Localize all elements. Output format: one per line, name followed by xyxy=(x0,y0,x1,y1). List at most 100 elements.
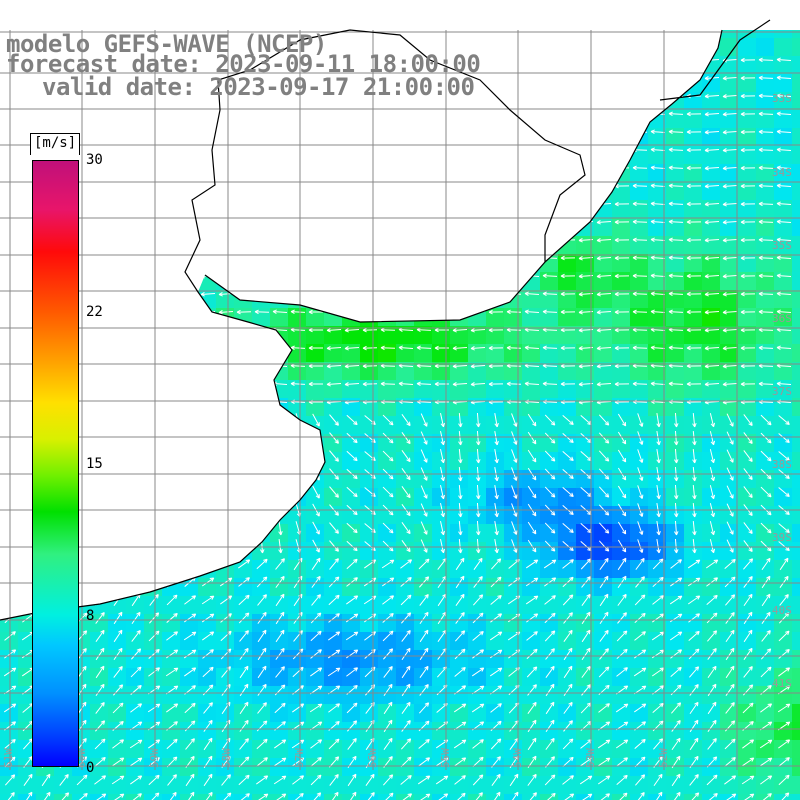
wind-arrow xyxy=(41,773,51,787)
wind-arrow xyxy=(542,183,558,189)
wind-arrow xyxy=(452,111,468,117)
wind-arrow xyxy=(380,147,396,153)
wind-arrow xyxy=(581,576,591,588)
wind-arrow xyxy=(778,487,790,497)
latitude-label: 34S xyxy=(772,166,792,179)
wind-arrow xyxy=(470,220,486,225)
wind-arrow xyxy=(434,111,450,117)
wind-arrow xyxy=(401,522,411,535)
wind-arrow xyxy=(185,791,195,800)
wind-arrow xyxy=(164,201,180,207)
wind-arrow xyxy=(722,292,738,297)
wind-arrow xyxy=(435,775,449,785)
wind-arrow xyxy=(617,539,627,553)
wind-arrow xyxy=(308,129,324,135)
wind-arrow xyxy=(272,219,288,224)
wind-arrow xyxy=(260,448,265,464)
wind-arrow xyxy=(362,183,378,189)
wind-arrow xyxy=(129,739,143,749)
wind-arrow xyxy=(470,346,486,351)
wind-arrow xyxy=(146,219,162,224)
wind-arrow xyxy=(182,237,198,243)
wind-arrow xyxy=(596,58,612,63)
wind-arrow xyxy=(329,522,339,534)
wind-arrow xyxy=(130,703,143,713)
wind-arrow xyxy=(650,291,666,296)
wind-arrow xyxy=(380,237,396,243)
wind-arrow xyxy=(419,684,429,696)
wind-arrow xyxy=(632,93,648,99)
wind-arrow xyxy=(563,683,573,697)
wind-arrow xyxy=(310,630,322,642)
wind-arrow xyxy=(704,273,720,279)
wind-arrow xyxy=(344,292,360,297)
wind-arrow xyxy=(506,273,522,279)
wind-arrow xyxy=(329,791,339,800)
wind-arrow xyxy=(236,345,252,351)
wind-arrow xyxy=(200,237,216,243)
wind-arrow xyxy=(146,345,162,350)
wind-arrow xyxy=(218,202,234,207)
wind-arrow xyxy=(20,399,36,404)
wind-arrow xyxy=(452,201,468,207)
wind-arrow xyxy=(344,328,360,333)
wind-arrow xyxy=(722,112,738,117)
wind-arrow xyxy=(56,255,72,261)
wind-arrow xyxy=(344,310,360,315)
wind-arrow xyxy=(200,363,216,369)
wind-arrow xyxy=(380,219,396,225)
wind-arrow xyxy=(327,649,341,659)
wind-arrow xyxy=(453,703,467,713)
wind-arrow xyxy=(725,611,735,624)
wind-arrow xyxy=(273,757,287,767)
wind-arrow xyxy=(345,649,359,659)
wind-arrow xyxy=(490,613,503,623)
longitude-label: 61W xyxy=(2,748,15,768)
wind-arrow xyxy=(146,291,162,296)
wind-arrow xyxy=(494,485,499,500)
wind-arrow xyxy=(128,111,144,117)
wind-arrow xyxy=(598,486,610,498)
wind-arrow xyxy=(689,774,699,786)
wind-arrow xyxy=(221,774,231,786)
wind-arrow xyxy=(506,309,522,315)
wind-arrow xyxy=(96,539,104,553)
wind-arrow xyxy=(526,613,539,623)
wind-arrow xyxy=(236,363,252,369)
wind-arrow xyxy=(94,576,106,588)
wind-arrow xyxy=(637,521,644,535)
wind-arrow xyxy=(688,792,700,800)
wind-arrow xyxy=(182,129,198,135)
wind-arrow xyxy=(476,448,481,464)
wind-arrow xyxy=(291,739,305,749)
wind-arrow xyxy=(760,414,772,426)
wind-arrow xyxy=(668,345,684,351)
wind-arrow xyxy=(596,94,612,99)
wind-arrow xyxy=(506,183,522,189)
wind-arrow xyxy=(23,773,33,787)
wind-arrow xyxy=(778,757,790,767)
wind-arrow xyxy=(458,520,463,536)
wind-arrow xyxy=(416,147,432,153)
wind-arrow xyxy=(596,238,612,243)
wind-arrow xyxy=(686,345,702,351)
wind-arrow xyxy=(632,201,648,207)
wind-arrow xyxy=(274,739,287,749)
wind-arrow xyxy=(472,649,485,659)
coastline xyxy=(0,19,771,621)
wind-arrow xyxy=(148,487,160,498)
wind-arrow xyxy=(182,111,198,117)
wind-arrow xyxy=(362,219,378,225)
wind-arrow xyxy=(511,413,518,427)
wind-arrow xyxy=(740,219,756,225)
wind-arrow xyxy=(542,93,558,99)
wind-arrow xyxy=(632,381,648,387)
wind-arrow xyxy=(527,431,537,445)
wind-arrow xyxy=(488,111,504,117)
wind-arrow xyxy=(722,184,738,189)
wind-arrow xyxy=(707,647,717,660)
wind-arrow xyxy=(653,738,664,750)
wind-arrow xyxy=(38,363,54,369)
wind-arrow xyxy=(616,667,628,677)
wind-arrow xyxy=(113,486,123,499)
